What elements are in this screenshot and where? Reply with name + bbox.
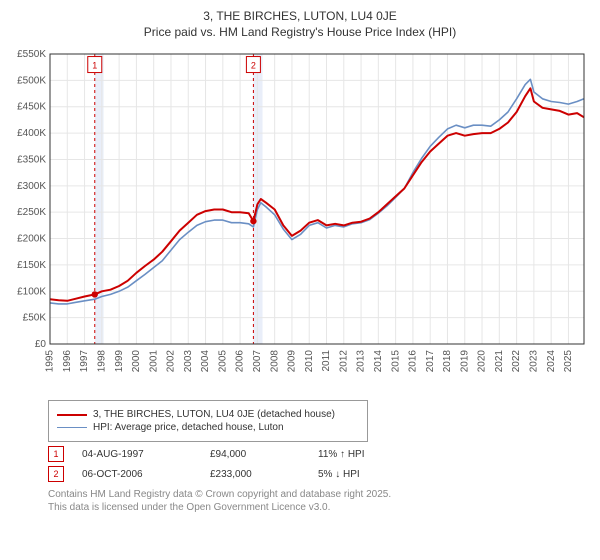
svg-text:2003: 2003 <box>183 350 194 373</box>
legend-swatch <box>57 427 87 428</box>
sale-hpi-delta: 11% ↑ HPI <box>318 449 365 460</box>
svg-text:£350K: £350K <box>17 155 46 166</box>
svg-text:2012: 2012 <box>338 350 349 373</box>
svg-text:2009: 2009 <box>287 350 298 373</box>
svg-text:£0: £0 <box>35 339 47 350</box>
legend-item: HPI: Average price, detached house, Luto… <box>57 422 359 433</box>
svg-text:2006: 2006 <box>235 350 246 373</box>
svg-text:£450K: £450K <box>17 102 46 113</box>
marker-rows: 1 04-AUG-1997 £94,000 11% ↑ HPI 2 06-OCT-2006… <box>8 446 592 482</box>
svg-text:£550K: £550K <box>17 49 46 60</box>
title-line-1: 3, THE BIRCHES, LUTON, LU4 0JE <box>8 8 592 24</box>
svg-text:2022: 2022 <box>511 350 522 373</box>
sale-price: £233,000 <box>210 469 300 480</box>
svg-text:2020: 2020 <box>477 350 488 373</box>
svg-text:2019: 2019 <box>459 350 470 373</box>
sale-event-row: 2 06-OCT-2006 £233,000 5% ↓ HPI <box>48 466 592 482</box>
svg-text:2001: 2001 <box>148 350 159 373</box>
legend-swatch <box>57 414 87 416</box>
chart-container: £0 £50K £100K £150K £200K £250K £300K £350K £400… <box>8 44 592 394</box>
svg-text:2016: 2016 <box>408 350 419 373</box>
sale-date: 04-AUG-1997 <box>82 449 192 460</box>
svg-text:2002: 2002 <box>166 350 177 373</box>
svg-text:1996: 1996 <box>62 350 73 373</box>
svg-text:£300K: £300K <box>17 181 46 192</box>
svg-text:2008: 2008 <box>269 350 280 373</box>
svg-text:2015: 2015 <box>390 350 401 373</box>
price-chart: £0 £50K £100K £150K £200K £250K £300K £350K £400… <box>8 44 592 394</box>
svg-text:£100K: £100K <box>17 287 46 298</box>
svg-text:£250K: £250K <box>17 208 46 219</box>
legend-item: 3, THE BIRCHES, LUTON, LU4 0JE (detached… <box>57 409 359 420</box>
svg-text:£50K: £50K <box>23 313 47 324</box>
footer-line-2: This data is licensed under the Open Gov… <box>48 501 592 514</box>
svg-text:£500K: £500K <box>17 76 46 87</box>
svg-text:1995: 1995 <box>45 350 56 373</box>
svg-text:2025: 2025 <box>563 350 574 373</box>
svg-text:2005: 2005 <box>217 350 228 373</box>
svg-text:2004: 2004 <box>200 350 211 373</box>
legend-box: 3, THE BIRCHES, LUTON, LU4 0JE (detached… <box>48 400 368 442</box>
svg-text:2: 2 <box>251 61 256 71</box>
svg-text:£150K: £150K <box>17 260 46 271</box>
svg-text:2018: 2018 <box>442 350 453 373</box>
svg-text:2013: 2013 <box>356 350 367 373</box>
svg-text:2023: 2023 <box>529 350 540 373</box>
svg-text:£400K: £400K <box>17 128 46 139</box>
sale-marker-badge: 1 <box>48 446 64 462</box>
svg-text:2014: 2014 <box>373 350 384 373</box>
svg-text:2000: 2000 <box>131 350 142 373</box>
svg-text:2007: 2007 <box>252 350 263 373</box>
svg-text:2024: 2024 <box>546 350 557 373</box>
sale-date: 06-OCT-2006 <box>82 469 192 480</box>
legend-label: HPI: Average price, detached house, Luto… <box>93 422 284 433</box>
svg-text:1998: 1998 <box>96 350 107 373</box>
chart-title-block: 3, THE BIRCHES, LUTON, LU4 0JE Price pai… <box>8 8 592 40</box>
legend-label: 3, THE BIRCHES, LUTON, LU4 0JE (detached… <box>93 409 335 420</box>
sale-hpi-delta: 5% ↓ HPI <box>318 469 360 480</box>
svg-text:1997: 1997 <box>79 350 90 373</box>
sale-price: £94,000 <box>210 449 300 460</box>
svg-text:2011: 2011 <box>321 350 332 372</box>
svg-text:2010: 2010 <box>304 350 315 373</box>
footer-line-1: Contains HM Land Registry data © Crown c… <box>48 488 592 501</box>
title-line-2: Price paid vs. HM Land Registry's House … <box>8 24 592 40</box>
svg-text:1999: 1999 <box>114 350 125 373</box>
svg-text:2017: 2017 <box>425 350 436 373</box>
sale-event-row: 1 04-AUG-1997 £94,000 11% ↑ HPI <box>48 446 592 462</box>
sale-marker-badge: 2 <box>48 466 64 482</box>
svg-text:£200K: £200K <box>17 234 46 245</box>
svg-text:2021: 2021 <box>494 350 505 373</box>
svg-text:1: 1 <box>92 61 97 71</box>
